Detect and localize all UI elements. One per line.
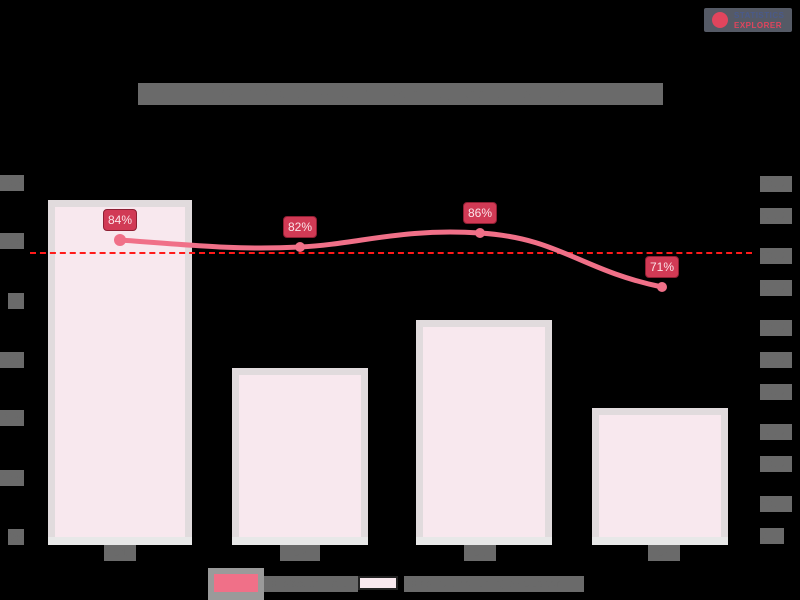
- bar-q3[interactable]: [416, 320, 552, 537]
- legend-swatch-bar[interactable]: [358, 576, 398, 590]
- x-axis-label: Q3: [464, 545, 496, 561]
- right-axis-label: 3500: [760, 280, 792, 296]
- bar-base: [416, 537, 552, 545]
- right-axis-label: 1500: [760, 424, 792, 440]
- logo-text-top: STATISTICS: [734, 11, 785, 20]
- data-label-q1: 84%: [103, 209, 138, 231]
- bar-base: [232, 537, 368, 545]
- left-axis-label: 17%: [0, 470, 24, 486]
- left-axis-label: 33%: [0, 410, 24, 426]
- left-axis-label: 83%: [0, 233, 24, 249]
- right-axis-label: 0: [760, 528, 784, 544]
- legend-swatch-line[interactable]: [208, 568, 264, 600]
- logo-text-bottom: EXPLORER: [734, 21, 783, 30]
- chart-title: Satisfaction Rate and Sales by Region (b…: [138, 83, 663, 105]
- right-axis-label: 500: [760, 496, 792, 512]
- right-axis-label: 3000: [760, 320, 792, 336]
- left-axis-label: 67%: [8, 293, 24, 309]
- bar-base: [48, 537, 192, 545]
- bar-base: [592, 537, 728, 545]
- right-axis-label: 2000: [760, 384, 792, 400]
- right-axis-label: 1000: [760, 456, 792, 472]
- right-axis-label: 5000: [760, 176, 792, 192]
- right-axis-label: 4500: [760, 208, 792, 224]
- data-label-q3: 86%: [463, 202, 498, 224]
- target-line: [30, 252, 752, 254]
- bar-q2[interactable]: [232, 368, 368, 537]
- right-axis-label: 4000: [760, 248, 792, 264]
- data-label-q4: 71%: [645, 256, 680, 278]
- left-axis-label: 0%: [8, 529, 24, 545]
- left-axis-label: 50%: [0, 352, 24, 368]
- right-axis-label: 2500: [760, 352, 792, 368]
- bar-q1[interactable]: [48, 200, 192, 537]
- data-label-q2: 82%: [283, 216, 318, 238]
- brand-logo: STATISTICS EXPLORER: [704, 8, 792, 32]
- globe-icon: [712, 12, 728, 28]
- left-axis-label: 100%: [0, 175, 24, 191]
- x-axis-label: Q1: [104, 545, 136, 561]
- legend-label[interactable]: Satisfaction Rate: [264, 576, 358, 592]
- bar-q4[interactable]: [592, 408, 728, 537]
- x-axis-label: Q4: [648, 545, 680, 561]
- legend-label[interactable]: Sales Volume (units) by Quarter: [404, 576, 584, 592]
- x-axis-label: Q2: [280, 545, 320, 561]
